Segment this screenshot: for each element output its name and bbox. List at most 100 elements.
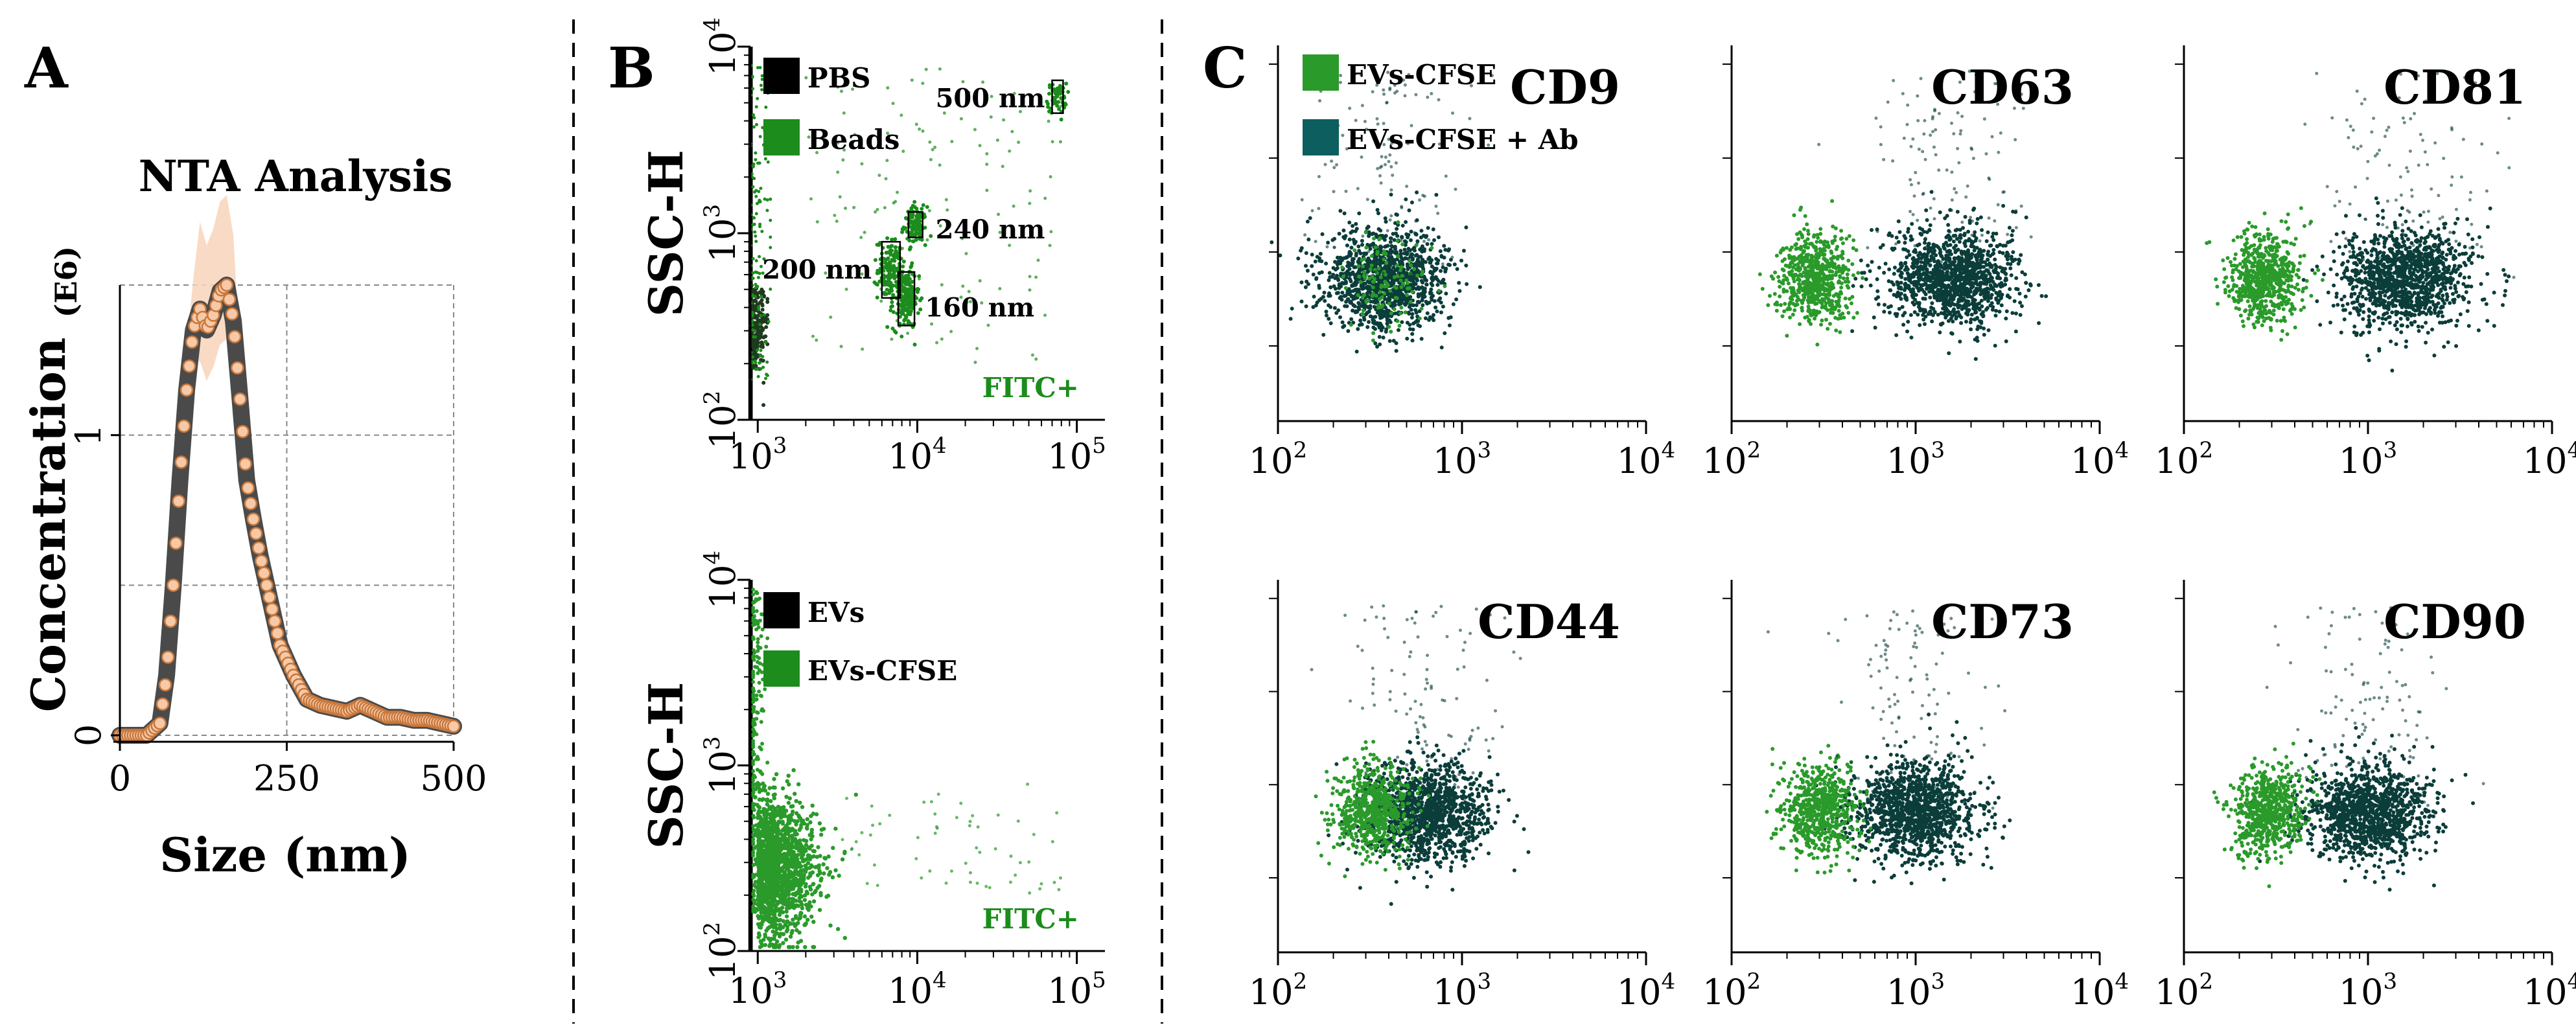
bead-point <box>1028 288 1032 292</box>
ab-point <box>1425 242 1430 246</box>
ev-cfse-point <box>758 783 762 787</box>
nta-point <box>182 359 196 373</box>
ab-point <box>1356 244 1361 249</box>
pbs-point <box>757 190 761 194</box>
ab-point <box>1384 330 1388 334</box>
bead-point <box>914 214 919 218</box>
bead-point <box>836 85 840 89</box>
bead-point <box>910 215 914 220</box>
ev-cfse-point <box>798 825 803 830</box>
evs-y-tick-label: 103 <box>699 736 743 794</box>
bead-point <box>905 290 910 295</box>
ev-cfse-point <box>811 919 816 924</box>
marker-x-tick-label: 102 <box>1249 437 1307 481</box>
ev-cfse-point <box>783 894 787 899</box>
nta-point <box>241 481 255 495</box>
pbs-point <box>761 358 765 363</box>
ab-point <box>1403 94 1407 98</box>
bead-point <box>906 319 911 323</box>
ev-cfse-point <box>765 808 770 812</box>
bead-point <box>903 314 908 319</box>
pbs-point <box>765 360 769 364</box>
ab-point <box>1343 271 1348 275</box>
bead-point <box>835 219 839 223</box>
ab-point <box>1314 276 1319 281</box>
ev-cfse-point <box>754 823 758 827</box>
ab-point <box>1434 257 1439 261</box>
bead-point <box>918 127 922 131</box>
ab-point <box>1419 337 1424 341</box>
ev-cfse-point <box>978 851 982 854</box>
pbs-point <box>760 295 763 299</box>
ab-point <box>1313 259 1317 264</box>
ab-point <box>1454 187 1457 191</box>
ev-cfse-point <box>853 792 859 797</box>
ab-point <box>1354 222 1358 226</box>
ab-point <box>1372 304 1376 309</box>
bead-point <box>861 347 864 351</box>
bead-point <box>890 338 894 341</box>
ab-point <box>1424 282 1429 287</box>
ab-point <box>1383 216 1387 221</box>
ev-cfse-point <box>791 865 795 869</box>
ev-cfse-point <box>929 800 933 804</box>
ab-point <box>1410 332 1415 336</box>
bead-point <box>860 272 864 276</box>
ev-cfse-point <box>751 769 755 774</box>
ev-cfse-point <box>756 809 761 814</box>
ev-cfse-point <box>758 618 762 623</box>
pbs-point <box>763 334 767 339</box>
ab-point <box>1341 133 1345 137</box>
ev-cfse-point <box>969 871 973 875</box>
bead-point <box>1049 175 1052 179</box>
ev-cfse-point <box>772 777 776 781</box>
ab-point <box>2007 225 2012 230</box>
ev-point <box>1369 254 1374 258</box>
bead-point <box>914 122 918 126</box>
ev-cfse-point <box>759 866 763 870</box>
ev-point <box>1392 307 1397 312</box>
bead-point <box>840 89 844 93</box>
pbs-point <box>754 258 758 262</box>
ev-cfse-point <box>791 768 796 773</box>
ev-cfse-point <box>790 897 795 901</box>
ab-point <box>1426 95 1430 99</box>
ab-point <box>1877 266 1881 270</box>
ev-point <box>1388 289 1393 293</box>
bead-point <box>959 295 963 299</box>
ab-point <box>1435 282 1440 287</box>
ev-cfse-point <box>753 857 758 862</box>
ev-cfse-point <box>949 869 953 873</box>
ev-cfse-point <box>753 665 758 669</box>
bead-point <box>911 304 915 308</box>
ab-point <box>1465 282 1469 286</box>
ev-point <box>1404 278 1409 282</box>
bead-point <box>1017 141 1021 144</box>
ab-point <box>1347 267 1352 271</box>
pbs-point <box>761 294 766 299</box>
bead-point <box>852 205 856 209</box>
ev-cfse-point <box>763 687 767 691</box>
ev-cfse-point <box>758 596 762 601</box>
ab-point <box>1347 249 1352 254</box>
ev-point <box>1408 258 1412 263</box>
ev-cfse-point <box>857 853 861 857</box>
ab-point <box>1411 327 1415 332</box>
ev-cfse-point <box>772 792 777 797</box>
ab-point <box>1393 290 1398 294</box>
ev-cfse-point <box>802 914 807 919</box>
ab-point <box>1910 222 1914 226</box>
tick-exponent: 5 <box>1092 967 1106 993</box>
ab-point <box>1340 320 1345 325</box>
ab-point <box>1337 231 1341 236</box>
ab-point <box>1371 242 1376 246</box>
ab-point <box>1430 258 1434 262</box>
ab-point <box>1887 310 1892 315</box>
ab-point <box>1958 227 1962 232</box>
ev-cfse-point <box>752 619 756 624</box>
ev-cfse-point <box>803 945 807 950</box>
ev-cfse-point <box>752 658 756 662</box>
bead-point <box>839 345 843 349</box>
ab-point <box>1356 327 1360 331</box>
ab-point <box>1376 211 1380 216</box>
